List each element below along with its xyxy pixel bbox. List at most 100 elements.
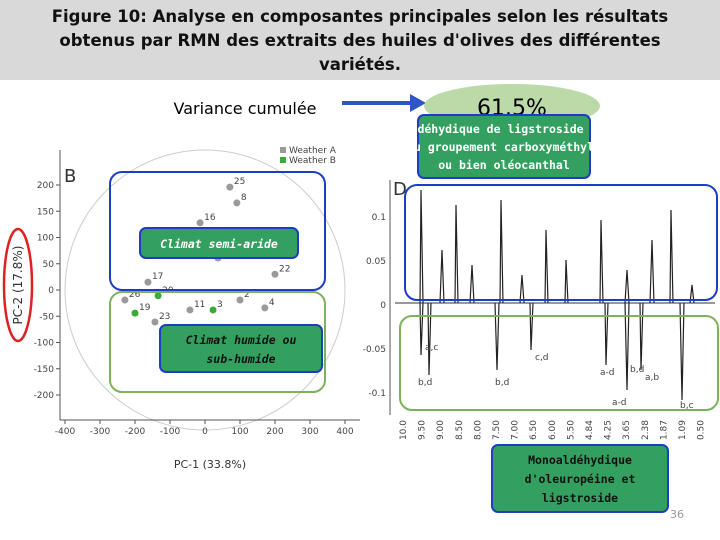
point — [209, 306, 217, 314]
spectrum-peaks-up — [419, 189, 695, 304]
y-tick-label: 200 — [37, 181, 54, 191]
y-tick-label: 0.1 — [372, 213, 386, 223]
panel-label: B — [64, 166, 76, 187]
x-tick-label: 4.25 — [604, 420, 614, 440]
x-tick-label: 300 — [301, 427, 318, 437]
y-tick-label: -50 — [39, 312, 54, 322]
peak-label: a-d — [612, 398, 626, 408]
callout-box — [159, 324, 323, 373]
x-tick-label: 9.50 — [418, 420, 428, 440]
y-tick-label: 0.05 — [366, 257, 386, 267]
y-tick-label: -200 — [34, 391, 55, 401]
panel-label: D — [393, 179, 407, 200]
point-label: 17 — [152, 272, 163, 282]
point-label: 4 — [269, 298, 275, 308]
point — [261, 304, 269, 312]
x-tick-label: 10.0 — [399, 420, 409, 440]
peak-label: c,d — [535, 353, 549, 363]
x-tick-label: 6.50 — [529, 420, 539, 440]
x-tick-label: 0 — [202, 427, 208, 437]
scores-plot: -400 -300 -200 -100 0 100 200 300 400 200 150 100 50… — [34, 146, 360, 437]
y-axis-label: PC-2 (17.8%) — [11, 246, 25, 325]
highlight-ellipse — [2, 227, 34, 343]
peak-label: a-d — [600, 368, 614, 378]
x-tick-label: 400 — [336, 427, 353, 437]
callout-text: Dialdéhydique de ligstroside liée — [390, 122, 619, 136]
callout-text: Climat humide ou — [186, 333, 297, 347]
point-label: 22 — [279, 264, 290, 274]
spectrum-peaks-down — [419, 302, 685, 401]
peak-label: b,d — [495, 378, 509, 388]
point-label: 3 — [217, 300, 223, 310]
confidence-ellipse — [64, 149, 346, 431]
callout-text: Climat semi-aride — [160, 237, 278, 251]
point-label: 2 — [244, 290, 250, 300]
title-line: variétés. — [319, 55, 401, 74]
callout-text: au groupement carboxyméthyle — [407, 140, 601, 154]
y-tick-label: -0.05 — [363, 345, 386, 355]
point-label: 11 — [194, 300, 205, 310]
x-tick-label: 3.65 — [622, 420, 632, 440]
legend-label: Weather B — [289, 156, 336, 166]
callout-text: d'oleuropéine et — [525, 472, 636, 486]
title-line: Figure 10: Analyse en composantes princi… — [52, 7, 669, 26]
y-tick-label: -0.1 — [368, 389, 386, 399]
x-tick-label: 5.50 — [566, 420, 576, 440]
x-tick-label: 0.50 — [697, 420, 707, 440]
x-tick-label: 4.84 — [585, 420, 595, 440]
point-label: 19 — [139, 303, 151, 313]
x-tick-label: 9.00 — [436, 420, 446, 440]
point-label: 26 — [129, 290, 141, 300]
cluster-outline — [109, 171, 326, 291]
callout-box — [417, 114, 591, 179]
variance-label: Variance cumulée — [174, 99, 317, 118]
y-tick-label: 100 — [37, 234, 54, 244]
spectrum-outline — [404, 184, 718, 301]
x-tick-label: 7.00 — [511, 420, 521, 440]
peak-label: a,b — [645, 373, 659, 383]
point-label: 8 — [241, 193, 247, 203]
point-label: 25 — [234, 177, 245, 187]
legend-label: Weather A — [289, 146, 337, 156]
title-banner — [0, 0, 720, 80]
x-tick-label: 8.50 — [455, 420, 465, 440]
peak-label: a,c — [425, 343, 438, 353]
point — [226, 183, 234, 191]
x-tick-label: -300 — [90, 427, 111, 437]
y-tick-label: 50 — [43, 260, 55, 270]
cluster-outline — [109, 291, 326, 393]
callout-text: Monoaldéhydique — [528, 453, 632, 467]
point — [121, 296, 129, 304]
x-tick-label: 7.50 — [492, 420, 502, 440]
callout-text: ou bien oléocanthal — [438, 158, 570, 172]
y-tick-label: -150 — [34, 365, 55, 375]
x-tick-label: 100 — [231, 427, 248, 437]
point — [154, 292, 162, 300]
peak-label: b,c — [680, 401, 694, 411]
callout-text: sub-humide — [206, 352, 275, 366]
legend-swatch — [280, 157, 286, 163]
point — [186, 306, 194, 314]
callout-text: ligstroside — [542, 491, 618, 505]
x-tick-label: 2.38 — [641, 420, 651, 440]
x-tick-label: -100 — [160, 427, 181, 437]
y-tick-label: 0 — [48, 286, 54, 296]
title-line: obtenus par RMN des extraits des huiles … — [59, 31, 660, 50]
arrow-head — [410, 94, 426, 112]
x-tick-label: 1.87 — [659, 420, 669, 440]
legend-swatch — [280, 147, 286, 153]
x-tick-label: -400 — [55, 427, 76, 437]
spectrum-outline — [399, 315, 719, 411]
page-number: 36 — [670, 508, 684, 521]
callout-box — [139, 227, 299, 259]
point — [144, 278, 152, 286]
point-label: 23 — [159, 312, 170, 322]
point-label: 16 — [204, 213, 216, 223]
peak-label: b,d — [630, 365, 644, 375]
x-tick-label: 200 — [266, 427, 283, 437]
x-tick-label: 8.00 — [473, 420, 483, 440]
y-tick-label: 150 — [37, 207, 54, 217]
x-tick-label: -200 — [125, 427, 146, 437]
x-tick-label: 1.09 — [678, 420, 688, 440]
